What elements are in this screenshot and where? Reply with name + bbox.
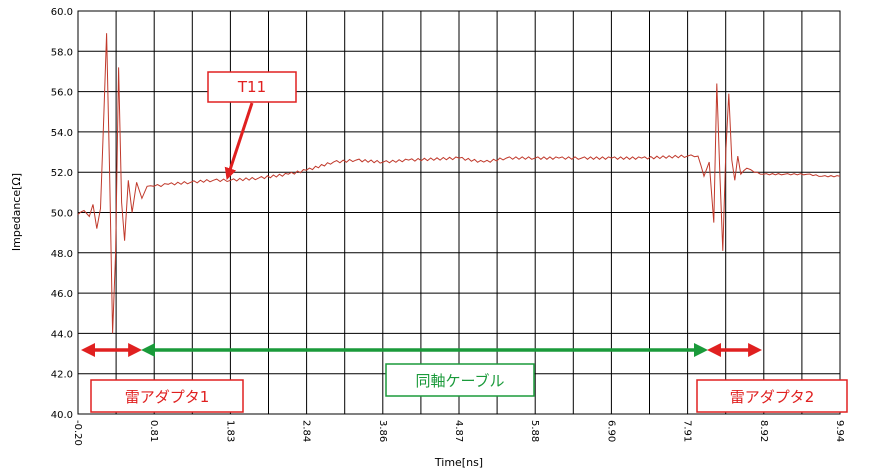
y-tick-label: 44.0 <box>51 329 73 340</box>
range-label-box <box>696 379 848 413</box>
x-tick-label: 3.86 <box>377 420 388 442</box>
series-layer <box>77 33 841 334</box>
y-tick-label: 42.0 <box>51 370 73 381</box>
y-tick-label: 56.0 <box>51 88 73 99</box>
series-line <box>77 33 841 334</box>
y-tick-label: 50.0 <box>51 209 73 220</box>
x-tick-label: 2.84 <box>301 420 312 442</box>
x-tick-label: 9.94 <box>834 420 845 442</box>
y-tick-label: 52.0 <box>51 168 73 179</box>
range-label: 雷アダプタ1 <box>125 388 210 406</box>
x-tick-label: 1.83 <box>224 420 235 442</box>
x-tick-labels: -0.20 0.81 1.83 2.84 3.86 4.87 5.88 6.90 7.91 8.9… <box>72 420 845 446</box>
x-tick-label: 0.81 <box>148 420 159 442</box>
x-tick-label: 7.91 <box>682 420 693 442</box>
callout-arrow <box>224 102 254 180</box>
range-label-box <box>90 379 244 413</box>
range-label: 同軸ケーブル <box>415 372 504 390</box>
callout-label: T11 <box>237 78 266 96</box>
range-label-box <box>385 363 535 397</box>
x-axis-label: Time[ns] <box>434 456 483 469</box>
range-label: 雷アダプタ2 <box>730 388 815 406</box>
x-tick-label: -0.20 <box>72 420 83 446</box>
x-tick-label: 4.87 <box>453 420 464 442</box>
y-tick-label: 54.0 <box>51 128 73 139</box>
grid-lines <box>78 11 840 414</box>
y-tick-label: 58.0 <box>51 47 73 58</box>
x-tick-label: 6.90 <box>605 420 616 442</box>
y-axis-label: Impedance[Ω] <box>10 173 23 251</box>
callout-box <box>207 71 297 103</box>
y-tick-labels: 40.0 42.0 44.0 46.0 48.0 50.0 52.0 54.0 56.0 58.0… <box>51 7 73 421</box>
y-tick-label: 48.0 <box>51 249 73 260</box>
y-tick-label: 46.0 <box>51 289 73 300</box>
y-tick-label: 60.0 <box>51 7 73 18</box>
x-tick-label: 5.88 <box>529 420 540 442</box>
x-tick-label: 8.92 <box>758 420 769 442</box>
y-tick-label: 40.0 <box>51 410 73 421</box>
